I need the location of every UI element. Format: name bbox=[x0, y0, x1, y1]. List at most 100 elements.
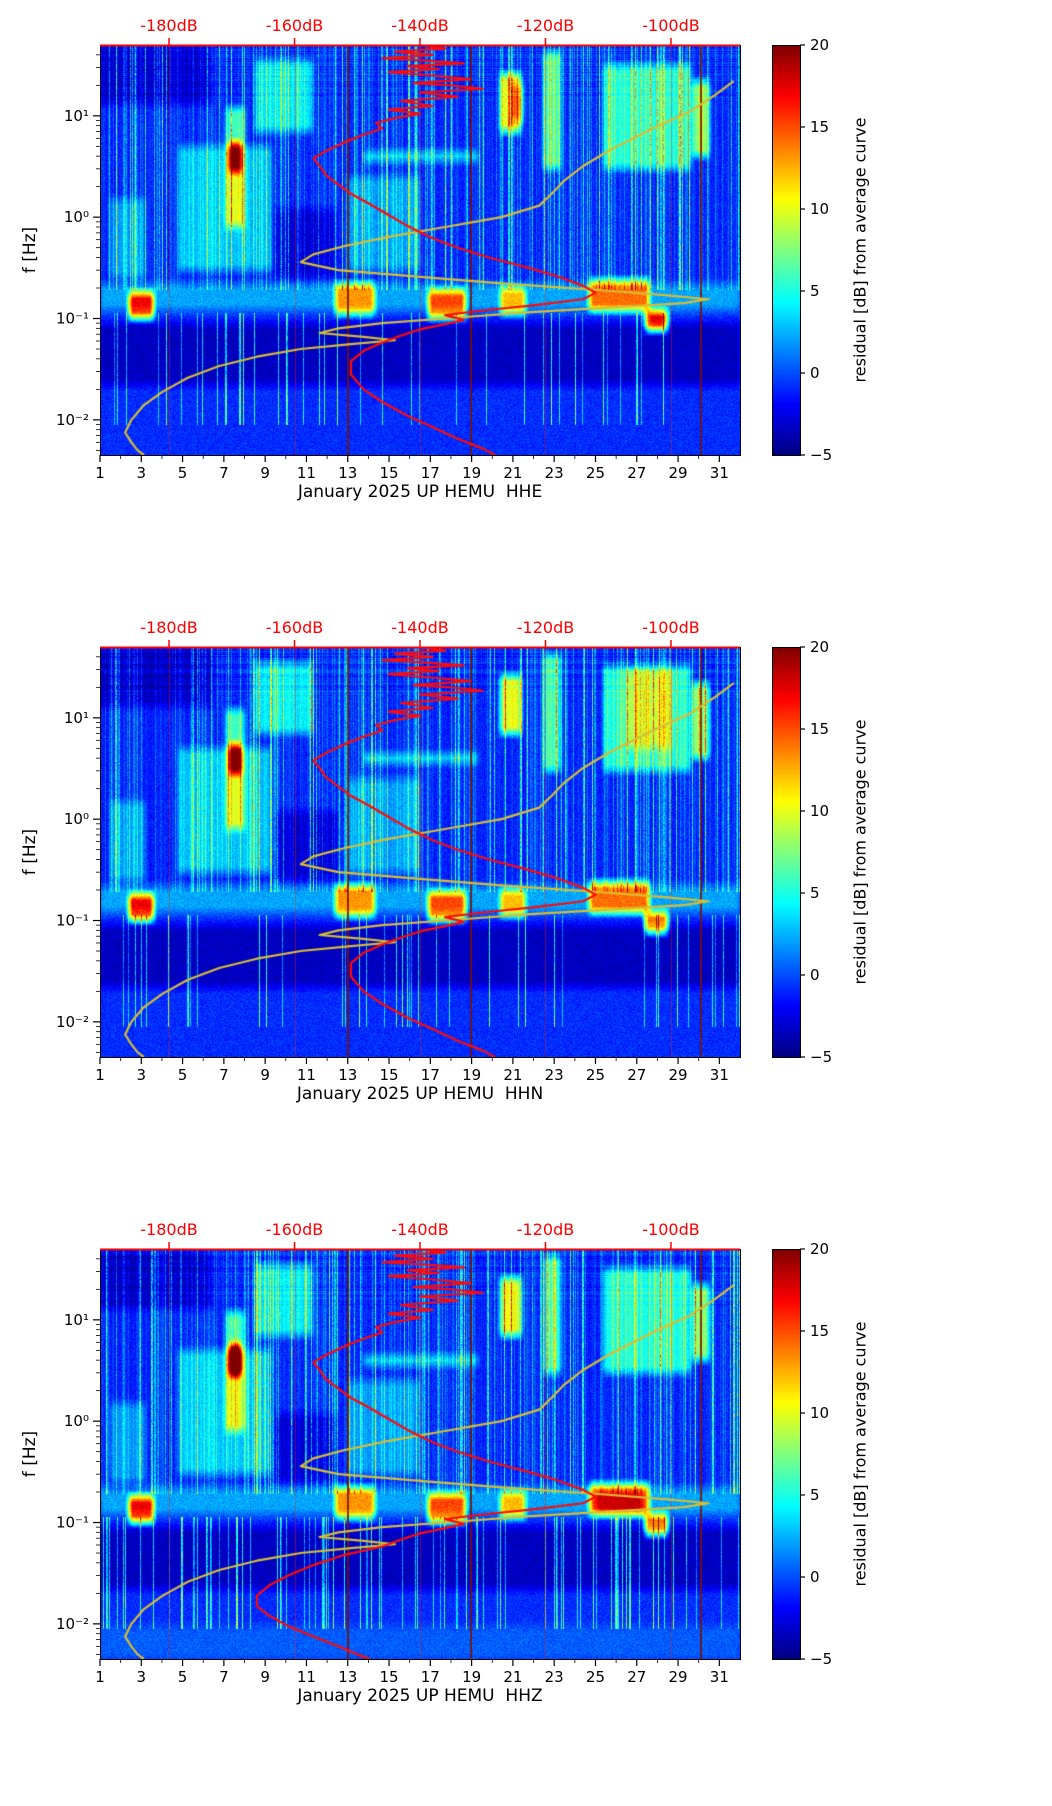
top-db-tick-label: -140dB bbox=[391, 16, 448, 35]
colorbar-tick-label: 5 bbox=[810, 884, 820, 902]
x-tick-label: 11 bbox=[297, 1066, 316, 1084]
spectrogram-panel-hhn: 1 3 5 7 9 11 13 15 17 19 21 23 25 27 29 31 10⁻² 10⁻¹ 10⁰ 10… bbox=[0, 602, 1052, 1204]
x-tick-label: 23 bbox=[545, 1066, 564, 1084]
x-tick-label: 17 bbox=[421, 1668, 440, 1686]
colorbar-tick-label: 15 bbox=[810, 1322, 829, 1340]
y-tick-label: 10⁻² bbox=[56, 1013, 89, 1031]
y-tick-label: 10¹ bbox=[64, 107, 89, 125]
y-tick-label: 10⁰ bbox=[64, 810, 89, 828]
y-tick-label: 10⁻² bbox=[56, 411, 89, 429]
x-tick-label: 3 bbox=[137, 1668, 147, 1686]
x-tick-label: 31 bbox=[710, 1668, 729, 1686]
colorbar-tick-label: 0 bbox=[810, 966, 820, 984]
spectrogram-panel-hhe: 1 3 5 7 9 11 13 15 17 19 21 23 25 27 29 31 10⁻² 10⁻¹ 10⁰ 10… bbox=[0, 0, 1052, 602]
spectrogram-heatmap-canvas bbox=[100, 1249, 740, 1659]
top-db-tick-label: -100dB bbox=[642, 1220, 699, 1239]
top-db-tick-label: -120dB bbox=[517, 618, 574, 637]
top-db-tick-label: -180dB bbox=[140, 618, 197, 637]
colorbar-tick-label: 0 bbox=[810, 1568, 820, 1586]
colorbar-tick-label: 10 bbox=[810, 802, 829, 820]
colorbar-tick-label: −5 bbox=[810, 1048, 832, 1066]
top-db-tick-label: -160dB bbox=[266, 618, 323, 637]
top-db-tick-label: -100dB bbox=[642, 618, 699, 637]
colorbar-canvas bbox=[772, 45, 800, 455]
x-tick-label: 21 bbox=[503, 464, 522, 482]
x-tick-label: 21 bbox=[503, 1668, 522, 1686]
x-tick-label: 25 bbox=[586, 1668, 605, 1686]
colorbar-tick-label: 20 bbox=[810, 36, 829, 54]
colorbar-tick-label: 10 bbox=[810, 1404, 829, 1422]
x-tick-label: 3 bbox=[137, 1066, 147, 1084]
colorbar-tick-label: 5 bbox=[810, 1486, 820, 1504]
y-tick-label: 10¹ bbox=[64, 1311, 89, 1329]
colorbar-tick-label: 5 bbox=[810, 282, 820, 300]
top-db-tick-label: -100dB bbox=[642, 16, 699, 35]
x-tick-label: 23 bbox=[545, 1668, 564, 1686]
top-db-tick-label: -160dB bbox=[266, 16, 323, 35]
x-tick-label: 9 bbox=[260, 464, 270, 482]
colorbar-title: residual [dB] from average curve bbox=[850, 1321, 870, 1587]
top-db-tick-label: -180dB bbox=[140, 1220, 197, 1239]
colorbar-tick-label: 15 bbox=[810, 720, 829, 738]
x-tick-label: 29 bbox=[669, 464, 688, 482]
colorbar-tick-label: 10 bbox=[810, 200, 829, 218]
spectrogram-heatmap-canvas bbox=[100, 45, 740, 455]
top-db-tick-label: -160dB bbox=[266, 1220, 323, 1239]
x-tick-label: 31 bbox=[710, 464, 729, 482]
top-db-tick-label: -140dB bbox=[391, 618, 448, 637]
x-tick-label: 29 bbox=[669, 1668, 688, 1686]
x-tick-label: 17 bbox=[421, 1066, 440, 1084]
colorbar-tick-label: 0 bbox=[810, 364, 820, 382]
y-tick-label: 10⁰ bbox=[64, 1412, 89, 1430]
x-tick-label: 5 bbox=[178, 464, 188, 482]
y-tick-label: 10⁻¹ bbox=[56, 912, 89, 930]
x-tick-label: 1 bbox=[95, 1668, 105, 1686]
x-tick-label: 7 bbox=[219, 1668, 229, 1686]
x-axis-title: January 2025 UP HEMU HHZ bbox=[297, 1686, 543, 1706]
colorbar-title: residual [dB] from average curve bbox=[850, 719, 870, 985]
colorbar-tick-label: −5 bbox=[810, 1650, 832, 1668]
x-tick-label: 19 bbox=[462, 1668, 481, 1686]
colorbar-tick-label: 20 bbox=[810, 638, 829, 656]
y-tick-label: 10⁻¹ bbox=[56, 310, 89, 328]
x-tick-label: 27 bbox=[627, 1668, 646, 1686]
x-tick-label: 11 bbox=[297, 1668, 316, 1686]
top-db-tick-label: -120dB bbox=[517, 1220, 574, 1239]
x-tick-label: 9 bbox=[260, 1066, 270, 1084]
y-tick-label: 10⁻² bbox=[56, 1615, 89, 1633]
x-tick-label: 13 bbox=[338, 1066, 357, 1084]
x-tick-label: 5 bbox=[178, 1668, 188, 1686]
x-tick-label: 5 bbox=[178, 1066, 188, 1084]
x-tick-label: 27 bbox=[627, 464, 646, 482]
top-db-tick-label: -120dB bbox=[517, 16, 574, 35]
y-axis-title: f [Hz] bbox=[20, 828, 40, 876]
x-tick-label: 27 bbox=[627, 1066, 646, 1084]
y-axis-title: f [Hz] bbox=[20, 226, 40, 274]
y-tick-label: 10⁻¹ bbox=[56, 1514, 89, 1532]
y-axis-title: f [Hz] bbox=[20, 1430, 40, 1478]
x-tick-label: 11 bbox=[297, 464, 316, 482]
y-tick-label: 10⁰ bbox=[64, 208, 89, 226]
colorbar-canvas bbox=[772, 647, 800, 1057]
x-tick-label: 15 bbox=[379, 1668, 398, 1686]
x-tick-label: 7 bbox=[219, 1066, 229, 1084]
x-axis-title: January 2025 UP HEMU HHE bbox=[297, 482, 543, 502]
colorbar-tick-label: 20 bbox=[810, 1240, 829, 1258]
x-tick-label: 21 bbox=[503, 1066, 522, 1084]
x-tick-label: 23 bbox=[545, 464, 564, 482]
x-tick-label: 13 bbox=[338, 1668, 357, 1686]
x-tick-label: 7 bbox=[219, 464, 229, 482]
colorbar-title: residual [dB] from average curve bbox=[850, 117, 870, 383]
x-tick-label: 15 bbox=[379, 1066, 398, 1084]
x-tick-label: 9 bbox=[260, 1668, 270, 1686]
x-tick-label: 19 bbox=[462, 1066, 481, 1084]
spectrogram-heatmap-canvas bbox=[100, 647, 740, 1057]
x-tick-label: 3 bbox=[137, 464, 147, 482]
y-tick-label: 10¹ bbox=[64, 709, 89, 727]
x-tick-label: 25 bbox=[586, 1066, 605, 1084]
x-tick-label: 31 bbox=[710, 1066, 729, 1084]
x-tick-label: 13 bbox=[338, 464, 357, 482]
top-db-tick-label: -140dB bbox=[391, 1220, 448, 1239]
x-tick-label: 17 bbox=[421, 464, 440, 482]
